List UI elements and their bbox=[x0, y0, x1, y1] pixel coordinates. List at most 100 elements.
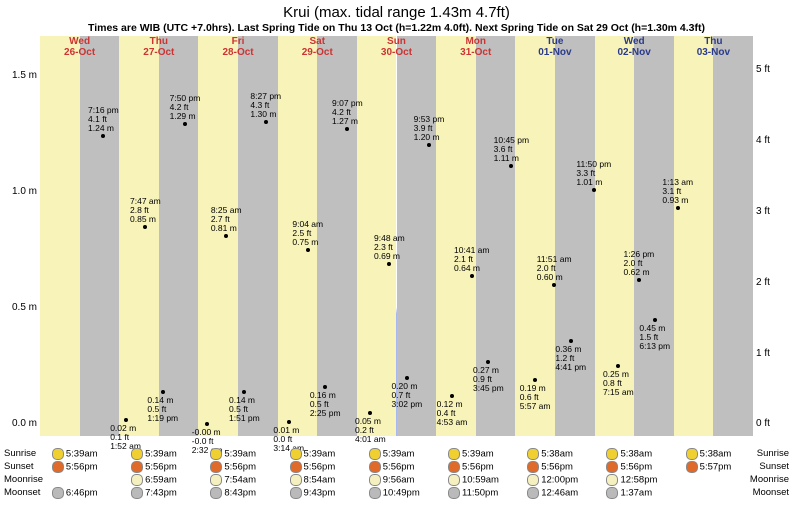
astro-time: 5:56pm bbox=[462, 462, 494, 473]
day-column bbox=[80, 36, 120, 436]
astro-cell: 5:38am bbox=[606, 448, 652, 460]
tide-label: 0.16 m0.5 ft2:25 pm bbox=[310, 391, 341, 418]
tide-label: 8:25 am2.7 ft0.81 m bbox=[211, 206, 242, 233]
sunset-icon bbox=[448, 461, 460, 473]
y-axis-right-tick: 4 ft bbox=[756, 135, 790, 146]
sunrise-icon bbox=[210, 448, 222, 460]
day-column bbox=[713, 36, 753, 436]
sunrise-icon bbox=[290, 448, 302, 460]
moonrise-icon bbox=[290, 474, 302, 486]
astro-cell: 6:59am bbox=[131, 474, 177, 486]
sunset-icon bbox=[369, 461, 381, 473]
tide-point bbox=[387, 262, 391, 266]
astro-time: 8:43pm bbox=[224, 488, 256, 499]
tide-point bbox=[569, 339, 573, 343]
astro-cell: 10:49pm bbox=[369, 487, 420, 499]
tide-point bbox=[509, 164, 513, 168]
astro-cell: 5:38am bbox=[527, 448, 573, 460]
tide-point bbox=[345, 127, 349, 131]
astro-time: 6:46pm bbox=[66, 488, 98, 499]
astro-cell: 5:56pm bbox=[52, 461, 98, 473]
tide-point bbox=[470, 274, 474, 278]
astro-row: MoonsetMoonset6:46pm7:43pm8:43pm9:43pm10… bbox=[0, 487, 793, 499]
astro-cell: 12:46am bbox=[527, 487, 578, 499]
astro-time: 5:39am bbox=[224, 449, 256, 460]
astro-time: 5:57pm bbox=[700, 462, 732, 473]
astro-time: 12:00pm bbox=[541, 475, 578, 486]
moonset-icon bbox=[52, 487, 64, 499]
sunrise-icon bbox=[686, 448, 698, 460]
tide-point bbox=[427, 143, 431, 147]
y-axis-left-tick: 1.5 m bbox=[3, 70, 37, 81]
moonrise-icon bbox=[527, 474, 539, 486]
astro-time: 5:38am bbox=[541, 449, 573, 460]
sunrise-icon bbox=[527, 448, 539, 460]
astro-time: 5:39am bbox=[383, 449, 415, 460]
astro-row-label-right: Sunset bbox=[745, 461, 789, 472]
tide-label: 0.14 m0.5 ft1:51 pm bbox=[229, 396, 260, 423]
day-header: Thu27-Oct bbox=[119, 36, 198, 58]
moonset-icon bbox=[290, 487, 302, 499]
day-header: Wed26-Oct bbox=[40, 36, 119, 58]
astro-row-label-right: Sunrise bbox=[745, 448, 789, 459]
tide-label: 1:13 am3.1 ft0.93 m bbox=[662, 178, 693, 205]
astro-cell: 5:56pm bbox=[369, 461, 415, 473]
astro-time: 5:39am bbox=[66, 449, 98, 460]
tide-point bbox=[124, 418, 128, 422]
astro-cell: 10:59am bbox=[448, 474, 499, 486]
day-header: Wed02-Nov bbox=[595, 36, 674, 58]
tide-point bbox=[368, 411, 372, 415]
astro-cell: 5:57pm bbox=[686, 461, 732, 473]
tide-point bbox=[486, 360, 490, 364]
astro-time: 5:38am bbox=[700, 449, 732, 460]
astro-time: 5:56pm bbox=[145, 462, 177, 473]
sunset-icon bbox=[290, 461, 302, 473]
astro-cell: 5:56pm bbox=[210, 461, 256, 473]
sunset-icon bbox=[52, 461, 64, 473]
astro-cell: 5:56pm bbox=[290, 461, 336, 473]
tide-label: 10:45 pm3.6 ft1.11 m bbox=[494, 136, 529, 163]
tide-point bbox=[306, 248, 310, 252]
astro-row-label-left: Moonrise bbox=[4, 474, 44, 485]
day-header: Sat29-Oct bbox=[278, 36, 357, 58]
astro-cell: 5:56pm bbox=[131, 461, 177, 473]
tide-label: 0.45 m1.5 ft6:13 pm bbox=[639, 324, 670, 351]
tide-point bbox=[552, 283, 556, 287]
astro-cell: 12:00pm bbox=[527, 474, 578, 486]
tide-label: 0.12 m0.4 ft4:53 am bbox=[437, 400, 468, 427]
sunset-icon bbox=[527, 461, 539, 473]
tide-label: 9:53 pm3.9 ft1.20 m bbox=[414, 115, 445, 142]
moonrise-icon bbox=[210, 474, 222, 486]
astro-time: 5:56pm bbox=[383, 462, 415, 473]
tide-point bbox=[676, 206, 680, 210]
astro-time: 12:46am bbox=[541, 488, 578, 499]
sunrise-icon bbox=[369, 448, 381, 460]
astro-time: 6:59am bbox=[145, 475, 177, 486]
day-header: Tue01-Nov bbox=[515, 36, 594, 58]
astro-time: 5:56pm bbox=[620, 462, 652, 473]
y-axis-right-tick: 5 ft bbox=[756, 64, 790, 75]
astro-time: 5:56pm bbox=[224, 462, 256, 473]
moonrise-icon bbox=[369, 474, 381, 486]
astro-cell: 5:39am bbox=[448, 448, 494, 460]
astro-cell: 5:39am bbox=[52, 448, 98, 460]
tide-label: 7:50 pm4.2 ft1.29 m bbox=[170, 94, 201, 121]
astro-time: 5:56pm bbox=[304, 462, 336, 473]
tide-point bbox=[616, 364, 620, 368]
tide-point bbox=[287, 420, 291, 424]
tide-label: 0.36 m1.2 ft4:41 pm bbox=[555, 345, 586, 372]
astro-time: 7:43pm bbox=[145, 488, 177, 499]
day-header: Thu03-Nov bbox=[674, 36, 753, 58]
astro-cell: 8:54am bbox=[290, 474, 336, 486]
astro-time: 7:54am bbox=[224, 475, 256, 486]
astro-time: 12:58pm bbox=[620, 475, 657, 486]
tide-label: 0.02 m0.1 ft1:52 am bbox=[110, 424, 141, 451]
tide-label: 0.14 m0.5 ft1:19 pm bbox=[147, 396, 178, 423]
moonrise-icon bbox=[448, 474, 460, 486]
astro-cell: 5:56pm bbox=[448, 461, 494, 473]
sunset-icon bbox=[686, 461, 698, 473]
tide-point bbox=[205, 422, 209, 426]
tide-label: 7:16 pm4.1 ft1.24 m bbox=[88, 106, 119, 133]
moonset-icon bbox=[369, 487, 381, 499]
moonset-icon bbox=[131, 487, 143, 499]
